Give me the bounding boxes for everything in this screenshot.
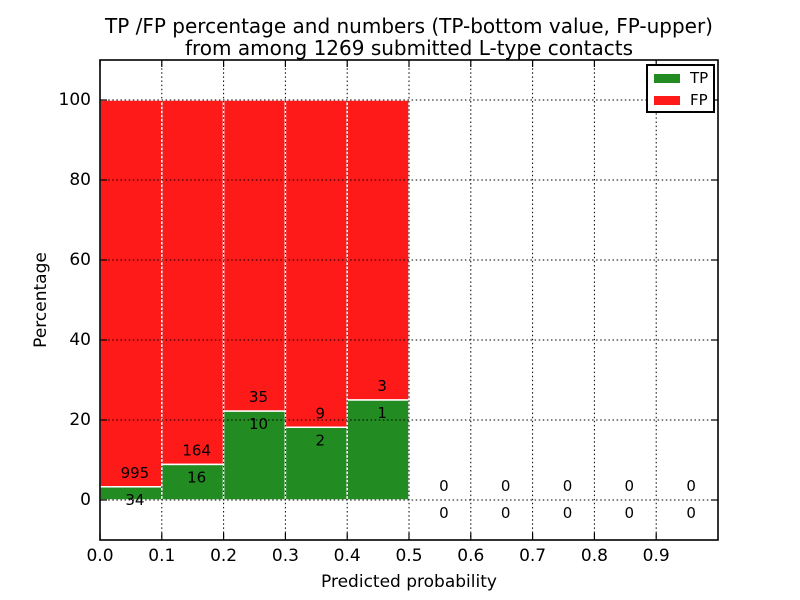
tp-count-label: 0 <box>686 504 696 522</box>
y-axis-label: Percentage <box>31 252 51 348</box>
tp-bar-segment <box>346 399 410 501</box>
y-tick-label: 80 <box>69 170 91 190</box>
tp-bar-segment <box>161 463 225 501</box>
legend: TP FP <box>646 64 715 113</box>
x-tick-label: 0.0 <box>86 546 113 566</box>
chart-title-line1: TP /FP percentage and numbers (TP-bottom… <box>104 14 713 38</box>
fp-bar-segment <box>346 99 410 401</box>
tp-count-label: 0 <box>563 504 573 522</box>
x-tick-label: 0.8 <box>581 546 608 566</box>
tp-bar-segment <box>284 426 348 501</box>
fp-bar-segment <box>222 99 287 412</box>
legend-label-tp: TP <box>689 69 708 87</box>
x-tick-label: 0.7 <box>519 546 546 566</box>
y-tick-label: 0 <box>80 490 91 510</box>
tp-count-label: 0 <box>439 504 449 522</box>
x-tick-label: 0.4 <box>334 546 361 566</box>
tp-count-label: 0 <box>501 504 511 522</box>
x-tick-label: 0.9 <box>643 546 670 566</box>
x-tick-label: 0.2 <box>210 546 237 566</box>
tp-count-label: 2 <box>316 431 326 449</box>
y-tick-label: 100 <box>59 90 91 110</box>
tp-bar-segment <box>222 410 287 501</box>
legend-label-fp: FP <box>690 91 708 109</box>
fp-count-label: 0 <box>563 477 573 495</box>
fp-count-label: 0 <box>686 477 696 495</box>
tp-count-label: 16 <box>187 468 206 486</box>
x-tick-label: 0.3 <box>272 546 299 566</box>
tp-count-label: 1 <box>377 404 387 422</box>
x-axis-label: Predicted probability <box>321 572 497 592</box>
fp-count-label: 0 <box>439 477 449 495</box>
y-tick-label: 40 <box>69 330 91 350</box>
tp-count-label: 10 <box>249 415 268 433</box>
fp-bar-segment <box>161 99 225 466</box>
y-tick-label: 20 <box>69 410 91 430</box>
fp-count-label: 995 <box>121 464 150 482</box>
x-tick-label: 0.1 <box>148 546 175 566</box>
y-tick-label: 60 <box>69 250 91 270</box>
fp-count-label: 0 <box>625 477 635 495</box>
fp-count-label: 9 <box>316 404 326 422</box>
tp-count-label: 0 <box>625 504 635 522</box>
x-tick-label: 0.6 <box>457 546 484 566</box>
fp-count-label: 164 <box>182 441 211 459</box>
chart-title-line2: from among 1269 submitted L-type contact… <box>185 36 633 60</box>
fp-bar-segment <box>99 99 163 488</box>
legend-swatch-tp <box>654 74 680 83</box>
fp-count-label: 35 <box>249 388 268 406</box>
fp-count-label: 0 <box>501 477 511 495</box>
fp-count-label: 3 <box>377 377 387 395</box>
legend-swatch-fp <box>654 96 680 105</box>
x-tick-label: 0.5 <box>395 546 422 566</box>
tp-count-label: 34 <box>125 491 144 509</box>
fp-bar-segment <box>284 99 348 429</box>
